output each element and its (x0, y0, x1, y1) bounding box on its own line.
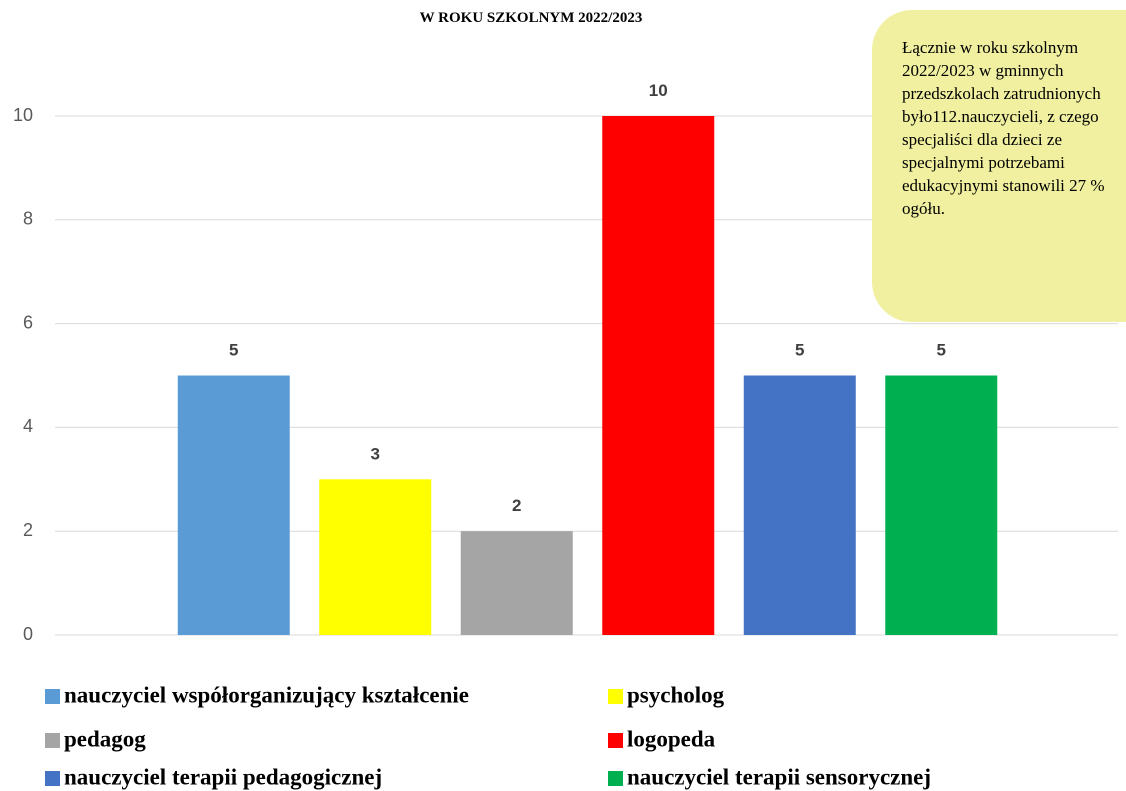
data-label: 5 (229, 341, 238, 360)
legend-label: psycholog (627, 682, 725, 707)
y-tick-label: 6 (23, 312, 33, 332)
data-label: 10 (649, 81, 668, 100)
legend-swatch (45, 689, 60, 704)
bar (177, 375, 290, 635)
legend-label: logopeda (627, 726, 716, 751)
y-tick-label: 2 (23, 520, 33, 540)
legend-swatch (608, 771, 623, 786)
y-tick-label: 0 (23, 624, 33, 644)
y-tick-label: 10 (13, 105, 33, 125)
legend-label: nauczyciel współorganizujący kształcenie (64, 682, 469, 707)
legend-swatch (45, 771, 60, 786)
data-label: 2 (512, 496, 521, 515)
y-tick-label: 4 (23, 416, 33, 436)
legend-swatch (45, 733, 60, 748)
legend-swatch (608, 689, 623, 704)
y-tick-label: 8 (23, 209, 33, 229)
legend-label: pedagog (64, 726, 146, 751)
chart-title: W ROKU SZKOLNYM 2022/2023 (420, 10, 643, 26)
annotation: Łącznie w roku szkolnym 2022/2023 w gmin… (872, 10, 1126, 322)
bar (319, 479, 432, 635)
legend-label: nauczyciel terapii sensorycznej (627, 764, 931, 789)
legend-swatch (608, 733, 623, 748)
bar (885, 375, 998, 635)
legend-label: nauczyciel terapii pedagogicznej (64, 764, 382, 789)
bar (460, 531, 573, 635)
data-label: 5 (795, 341, 804, 360)
bar (602, 116, 715, 635)
data-label: 5 (937, 341, 946, 360)
bar (743, 375, 856, 635)
data-label: 3 (371, 444, 380, 463)
